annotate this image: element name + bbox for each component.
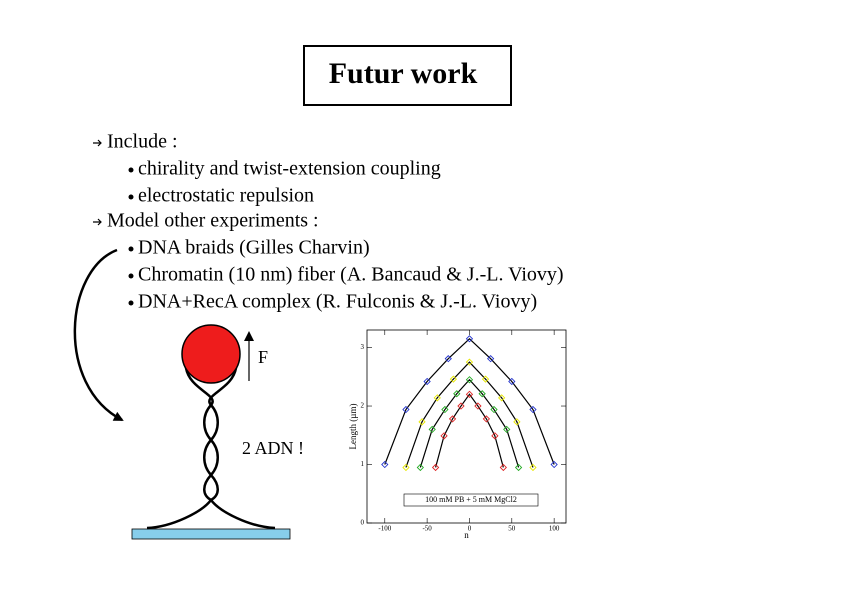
bullet-dots [128,167,134,306]
data-point [431,463,440,472]
data-point [449,375,458,383]
data-point [423,377,431,386]
data-point [498,394,506,402]
fit-line [405,361,534,468]
subitem: DNA braids (Gilles Charvin) [138,237,370,259]
data-point [465,376,474,384]
item: Include : [107,131,178,153]
data-point [381,460,389,469]
data-point [418,418,426,426]
x-tick-label: 50 [508,525,516,533]
subitem: chirality and twist-extension coupling [138,158,441,180]
diagram-caption: 2 ADN ! [242,438,304,458]
data-point [448,415,457,423]
data-point [513,418,521,426]
data-point [490,405,498,414]
data-point [514,463,523,472]
data-point [503,425,511,434]
fit-line [419,378,520,468]
subitem: electrostatic repulsion [138,185,314,207]
data-point [481,375,490,383]
data-point [465,335,474,343]
data-point [433,394,441,402]
data-point [474,402,482,410]
title-box [303,45,512,106]
data-point [486,355,495,363]
data-point [457,402,465,410]
data-point [478,390,486,398]
data-point [402,405,410,414]
data-point [465,358,474,366]
data-point [416,463,424,472]
data-point [441,405,449,414]
substrate [131,528,291,540]
force-label: F [258,347,268,367]
item: Model other experiments : [107,210,319,232]
x-tick-label: 100 [549,525,560,533]
data-point [550,460,558,469]
bullet-arrows [93,139,102,226]
y-tick-label: 0 [361,519,365,527]
chart: -100 -50 0 50 100 0 1 2 3 n Length (µm) 100 mM PB +… [348,329,567,540]
x-tick-label: 0 [468,525,472,533]
data-point [499,463,507,472]
data-point [529,405,537,414]
data-point [428,425,436,434]
x-tick-label: -50 [422,525,432,533]
annotation: 100 mM PB + 5 mM MgCl2 [425,495,517,504]
dna-braid [146,367,276,530]
x-tick-label: -100 [378,525,391,533]
data-point [508,377,516,386]
data-point [482,415,491,423]
y-tick-label: 1 [361,460,365,468]
data-point [444,355,452,363]
y-tick-label: 3 [361,343,365,351]
annotation-box [403,493,539,507]
data-point [465,390,474,398]
data-point [402,463,410,472]
x-axis-label: n [464,530,469,540]
data-point [491,432,499,440]
data-point [529,463,537,472]
y-tick-label: 2 [361,402,365,410]
y-axis-label: Length (µm) [348,404,358,450]
fit-line [384,337,555,465]
curved-arrow [73,248,124,422]
fit-line [435,393,504,468]
bead [181,324,241,384]
title: Futur work [329,57,478,90]
plot-frame [366,329,567,524]
subitem: Chromatin (10 nm) fiber (A. Bancaud & J.… [138,264,564,286]
data-point [453,390,461,398]
subitem: DNA+RecA complex (R. Fulconis & J.-L. Vi… [138,291,537,313]
data-point [440,432,448,440]
